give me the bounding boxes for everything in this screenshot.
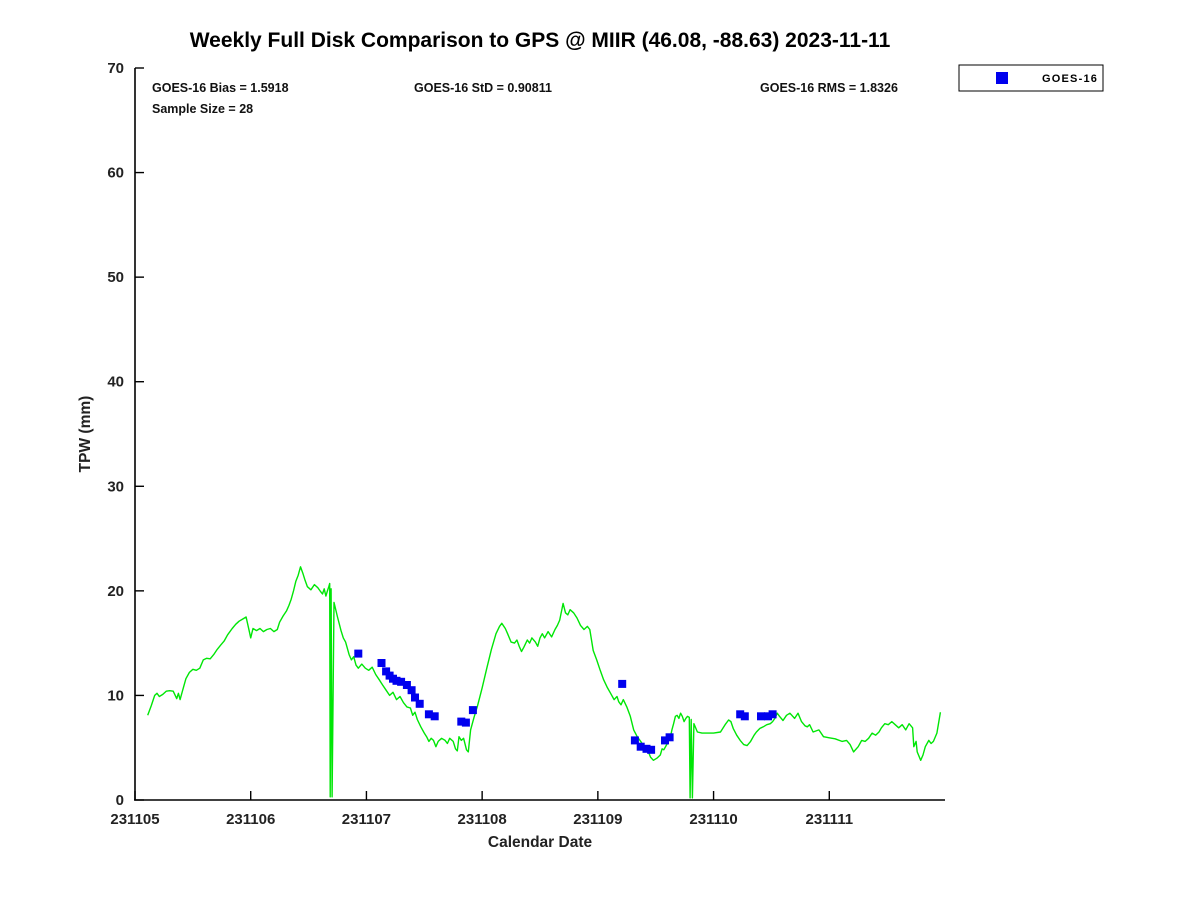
- legend: GOES-16: [958, 64, 1104, 92]
- goes-16-data-point: [354, 649, 363, 658]
- x-tick-label: 231105: [110, 811, 159, 828]
- y-tick-label: 50: [107, 269, 124, 286]
- goes-16-data-point: [661, 736, 669, 745]
- x-tick-label: 231109: [573, 811, 622, 828]
- y-axis-ticks: 0 10 20 30 40 50 60 70: [107, 60, 144, 809]
- stat-std: GOES-16 StD = 0.90811: [414, 81, 552, 95]
- y-tick-label: 40: [107, 374, 124, 391]
- x-tick-label: 231106: [226, 811, 275, 828]
- chart-title: Weekly Full Disk Comparison to GPS @ MII…: [190, 29, 891, 52]
- goes-16-data-point: [411, 693, 419, 702]
- stat-sample-size: Sample Size = 28: [152, 102, 253, 116]
- y-tick-label: 20: [107, 583, 124, 600]
- goes-16-data-point: [740, 712, 749, 721]
- legend-box: [958, 64, 1104, 92]
- goes-16-data-point: [768, 710, 777, 719]
- stat-rms: GOES-16 RMS = 1.8326: [760, 81, 898, 95]
- x-tick-label: 231111: [805, 811, 853, 828]
- goes-16-markers: [354, 649, 777, 754]
- goes-16-data-point: [392, 676, 401, 685]
- gps-tpw-line: [147, 566, 942, 799]
- x-tick-label: 231108: [458, 811, 507, 828]
- y-tick-label: 0: [116, 792, 124, 809]
- goes-16-data-point: [764, 712, 772, 721]
- goes-16-data-point: [468, 706, 477, 715]
- x-axis-label: Calendar Date: [488, 834, 593, 851]
- goes-16-data-point: [430, 712, 439, 721]
- goes-16-data-point: [636, 742, 645, 751]
- goes-16-data-point: [382, 667, 391, 676]
- legend-goes16-marker-icon: [996, 72, 1008, 84]
- goes-16-data-point: [377, 659, 386, 667]
- goes-16-data-point: [407, 686, 416, 695]
- goes-16-data-point: [415, 699, 424, 708]
- goes-16-data-point: [397, 677, 406, 686]
- goes-16-data-point: [461, 718, 470, 727]
- goes-16-data-point: [424, 710, 433, 719]
- goes-16-data-point: [402, 681, 411, 689]
- goes-16-data-point: [618, 679, 627, 688]
- y-tick-label: 70: [107, 60, 124, 77]
- goes-16-data-point: [665, 733, 674, 742]
- goes-16-data-point: [736, 710, 745, 719]
- goes-16-data-point: [757, 712, 765, 721]
- y-tick-label: 60: [107, 165, 124, 182]
- x-tick-label: 231110: [689, 811, 737, 828]
- goes-16-data-point: [630, 736, 639, 745]
- goes-16-data-point: [642, 744, 651, 753]
- goes-16-data-point: [647, 745, 656, 754]
- x-tick-label: 231107: [342, 811, 391, 828]
- x-axis-ticks: 231105 231106 231107 231108 231109 231110 2311…: [110, 791, 853, 828]
- y-tick-label: 10: [107, 687, 124, 704]
- legend-goes16-label: GOES-16: [1042, 73, 1098, 85]
- y-axis-label: TPW (mm): [77, 396, 94, 473]
- stat-bias: GOES-16 Bias = 1.5918: [152, 81, 289, 95]
- y-tick-label: 30: [107, 478, 124, 495]
- goes-16-data-point: [457, 717, 466, 726]
